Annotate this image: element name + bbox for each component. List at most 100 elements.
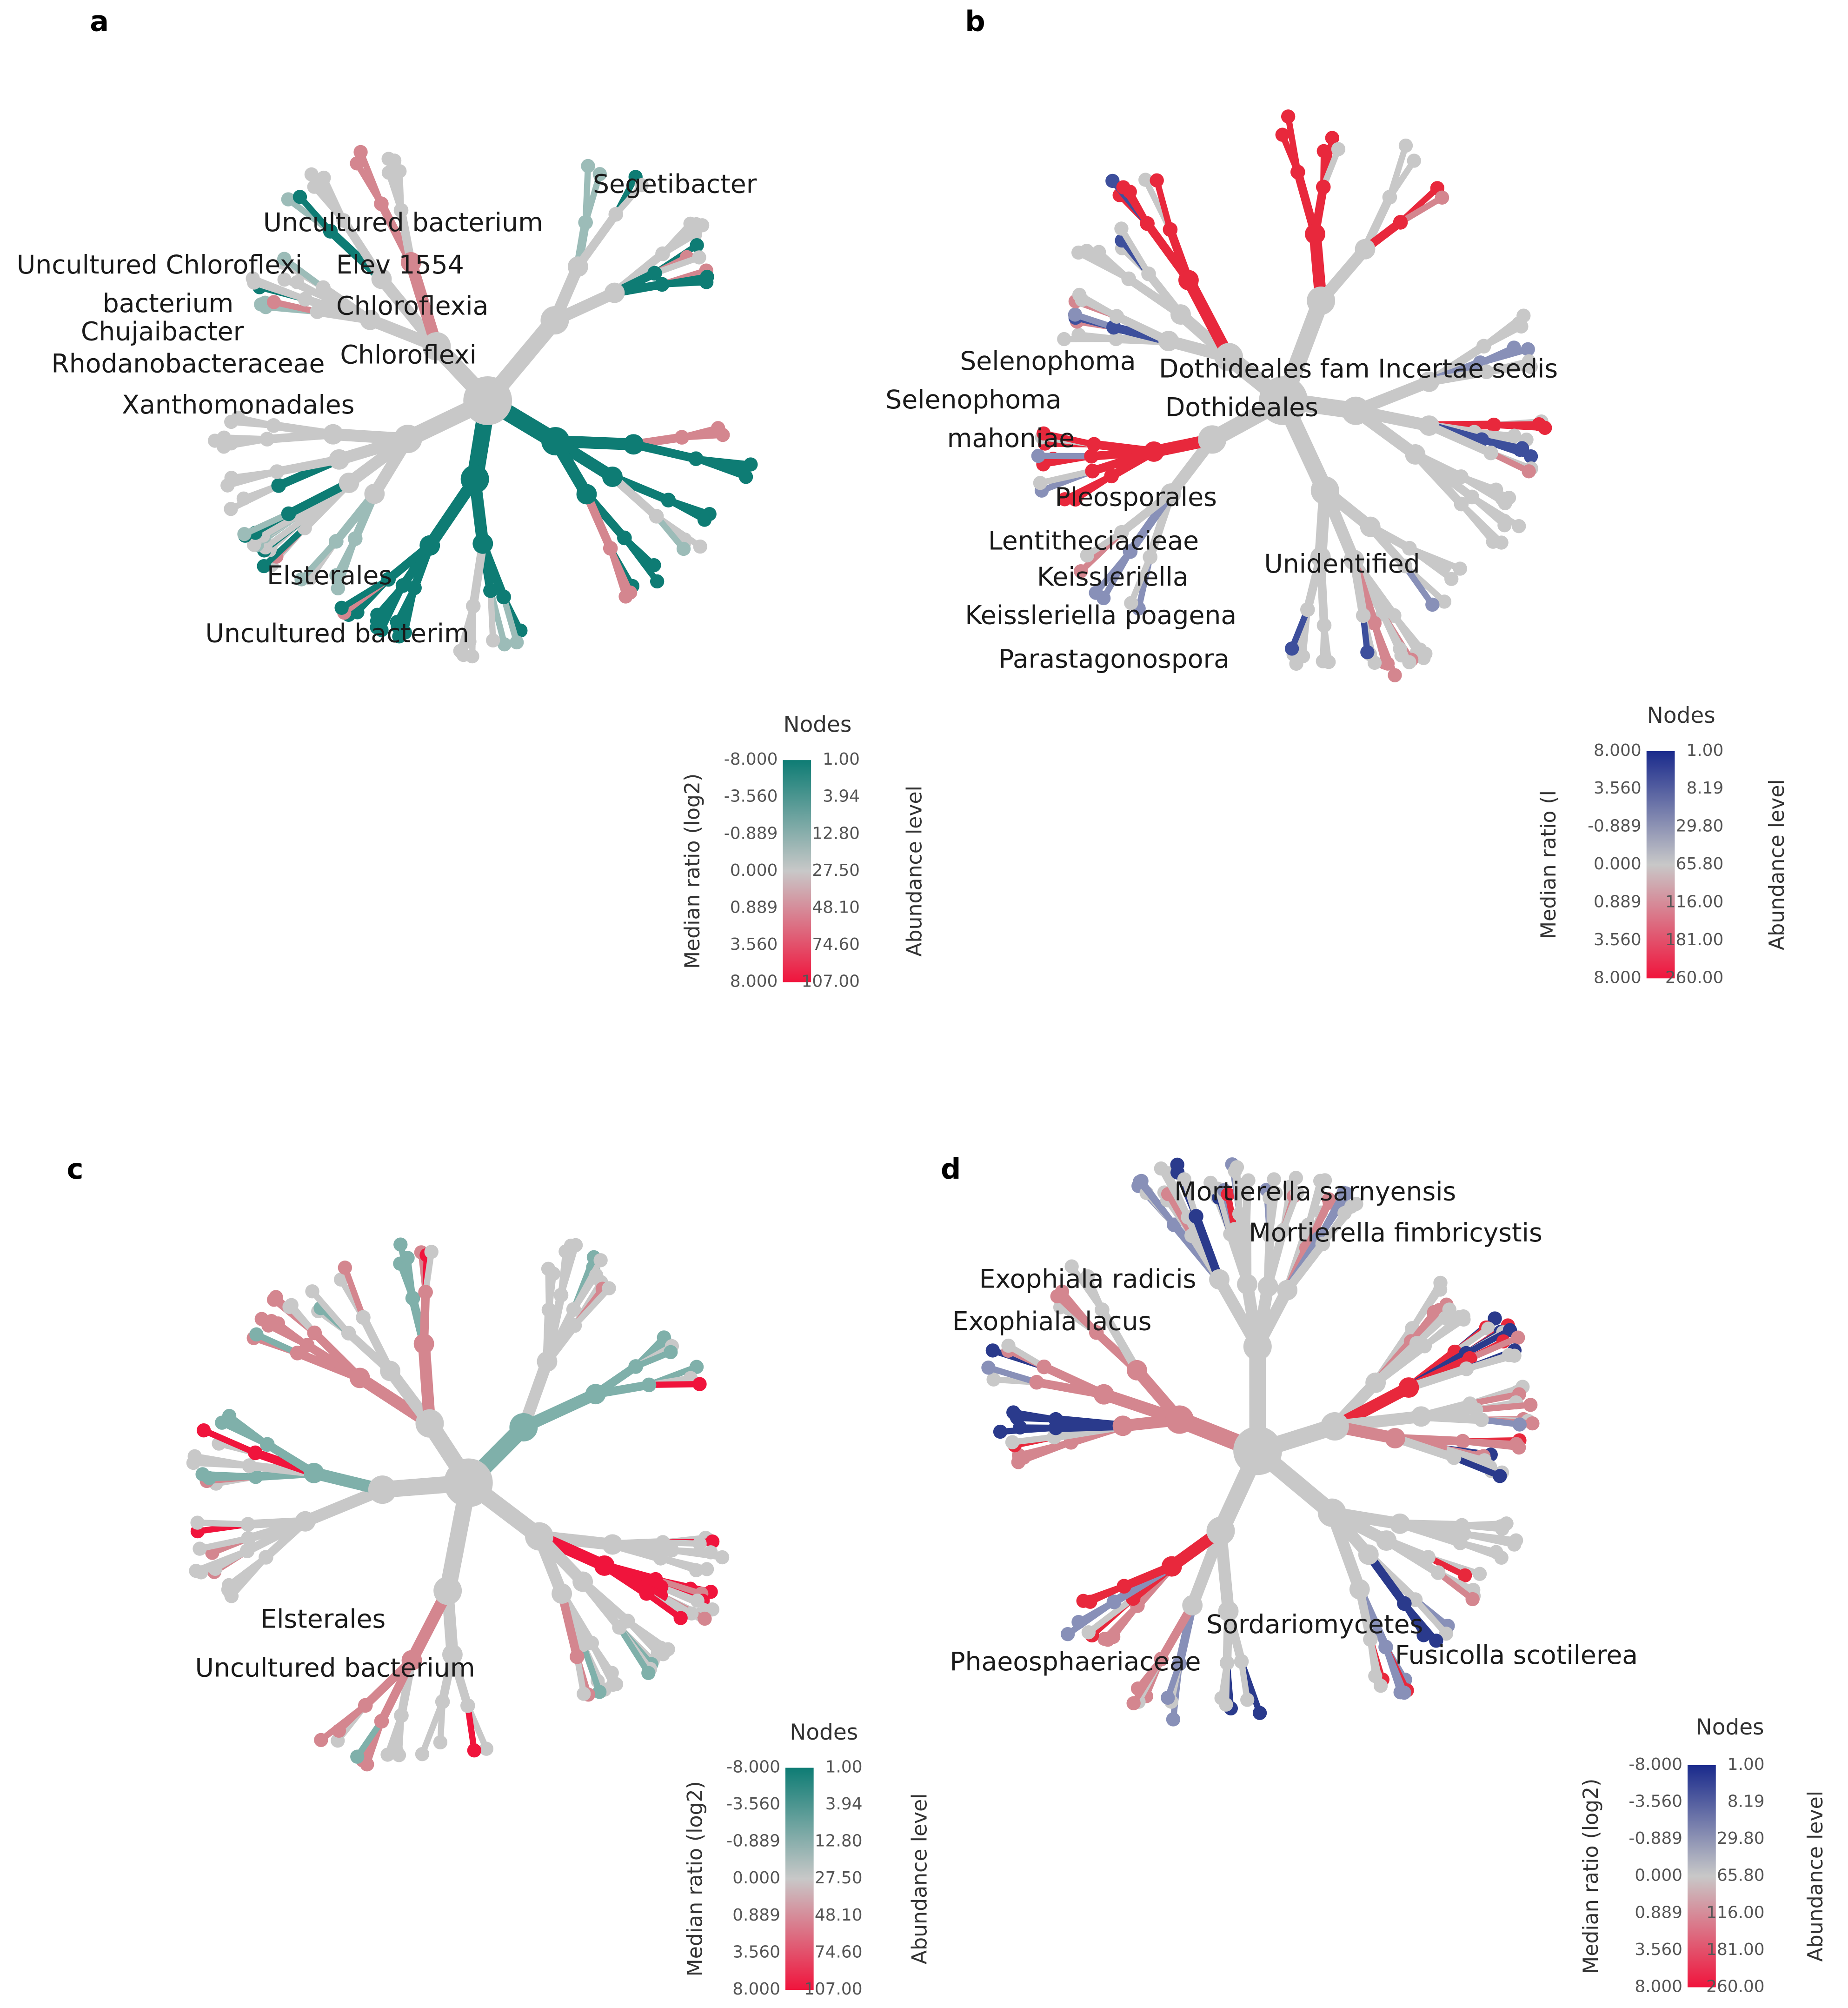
node: [1114, 525, 1129, 540]
node: [1289, 1171, 1303, 1185]
node: [1331, 142, 1346, 156]
node: [641, 1377, 657, 1393]
annotations: a Segetibacter Uncultured bacterium Uncultu…: [17, 6, 1828, 1999]
branch: [629, 440, 700, 463]
node: [1031, 448, 1046, 463]
node: [269, 464, 285, 479]
node: [1178, 270, 1199, 291]
branch: [226, 1554, 269, 1588]
node: [1084, 448, 1099, 464]
branch: [228, 468, 280, 481]
branch: [1097, 1305, 1142, 1375]
branch: [1153, 177, 1174, 233]
branch: [1183, 274, 1235, 363]
node: [993, 1424, 1008, 1439]
ratio-tick: -3.560: [724, 787, 778, 806]
panel-letter: a: [90, 6, 109, 38]
node: [1057, 332, 1071, 347]
taxon-label: bacterium: [103, 289, 234, 319]
node: [1072, 287, 1087, 302]
node: [1398, 1377, 1419, 1398]
branch: [200, 1427, 259, 1456]
branch: [1412, 1596, 1449, 1637]
node: [1310, 476, 1339, 505]
ratio-tick: 3.560: [730, 935, 778, 954]
branch: [1463, 1352, 1518, 1372]
node: [413, 1334, 434, 1354]
ratio-tick: -3.560: [726, 1795, 780, 1814]
node: [1086, 437, 1102, 452]
node: [1465, 1592, 1480, 1607]
node: [331, 581, 345, 595]
node: [1091, 245, 1106, 259]
branch: [310, 1328, 365, 1382]
node: [1089, 1325, 1104, 1340]
legend-title: Nodes: [784, 712, 852, 737]
node: [1425, 597, 1440, 612]
ratio-tick: 0.889: [732, 1906, 780, 1925]
node: [304, 1462, 324, 1483]
branch: [558, 1242, 579, 1299]
node: [460, 465, 489, 494]
node: [1071, 327, 1086, 342]
abundance-tick: 74.60: [812, 935, 860, 954]
branch: [1472, 1401, 1534, 1413]
node: [338, 1261, 352, 1275]
legend-title: Nodes: [1647, 703, 1715, 728]
ratio-tick: 8.000: [732, 1980, 780, 1999]
node: [715, 1550, 730, 1565]
branch: [342, 1264, 366, 1321]
branch: [1191, 1212, 1224, 1284]
node: [1512, 519, 1526, 534]
node: [546, 1267, 561, 1281]
abundance-tick: 65.80: [1676, 854, 1724, 874]
branch: [260, 525, 308, 569]
node: [1386, 608, 1402, 623]
node: [350, 1749, 365, 1764]
branch: [273, 455, 344, 476]
node: [567, 256, 588, 277]
branch: [487, 587, 496, 644]
node: [608, 207, 624, 222]
node: [1315, 1236, 1330, 1252]
node: [400, 1251, 415, 1265]
node: [1397, 1596, 1412, 1611]
node: [1393, 1685, 1408, 1700]
node: [222, 1578, 236, 1593]
node: [295, 1511, 316, 1532]
node: [1356, 608, 1371, 623]
branch: [1117, 489, 1176, 537]
node: [1166, 1712, 1181, 1727]
branch: [1383, 1644, 1404, 1695]
taxon-label: Xanthomonadales: [122, 390, 354, 420]
node: [1269, 1186, 1283, 1201]
branch: [616, 1624, 652, 1676]
node: [1095, 1302, 1110, 1317]
legend-bar: [1688, 1765, 1716, 1988]
ratio-tick: -8.000: [726, 1758, 780, 1777]
node: [1140, 216, 1155, 231]
taxon-label: Mortierella fimbricystis: [1249, 1218, 1542, 1248]
node: [1488, 1311, 1502, 1326]
abundance-tick: 1.00: [1686, 741, 1723, 760]
node: [433, 1735, 448, 1750]
node: [1252, 1706, 1267, 1720]
node: [1109, 309, 1124, 324]
node: [407, 580, 422, 595]
node: [1123, 185, 1137, 199]
node: [329, 449, 350, 470]
ratio-tick: -3.560: [1629, 1792, 1682, 1811]
node: [1316, 654, 1330, 668]
node: [1320, 1412, 1349, 1441]
node: [1317, 1498, 1346, 1527]
node: [1360, 516, 1381, 537]
node: [419, 535, 440, 556]
branch: [1467, 1391, 1522, 1407]
branch: [1285, 113, 1301, 175]
node: [358, 1698, 373, 1713]
node: [1112, 1415, 1133, 1436]
taxon-label: Selenophoma: [960, 347, 1136, 376]
heat-tree: [1031, 109, 1552, 682]
abundance-tick: 8.19: [1686, 779, 1723, 798]
